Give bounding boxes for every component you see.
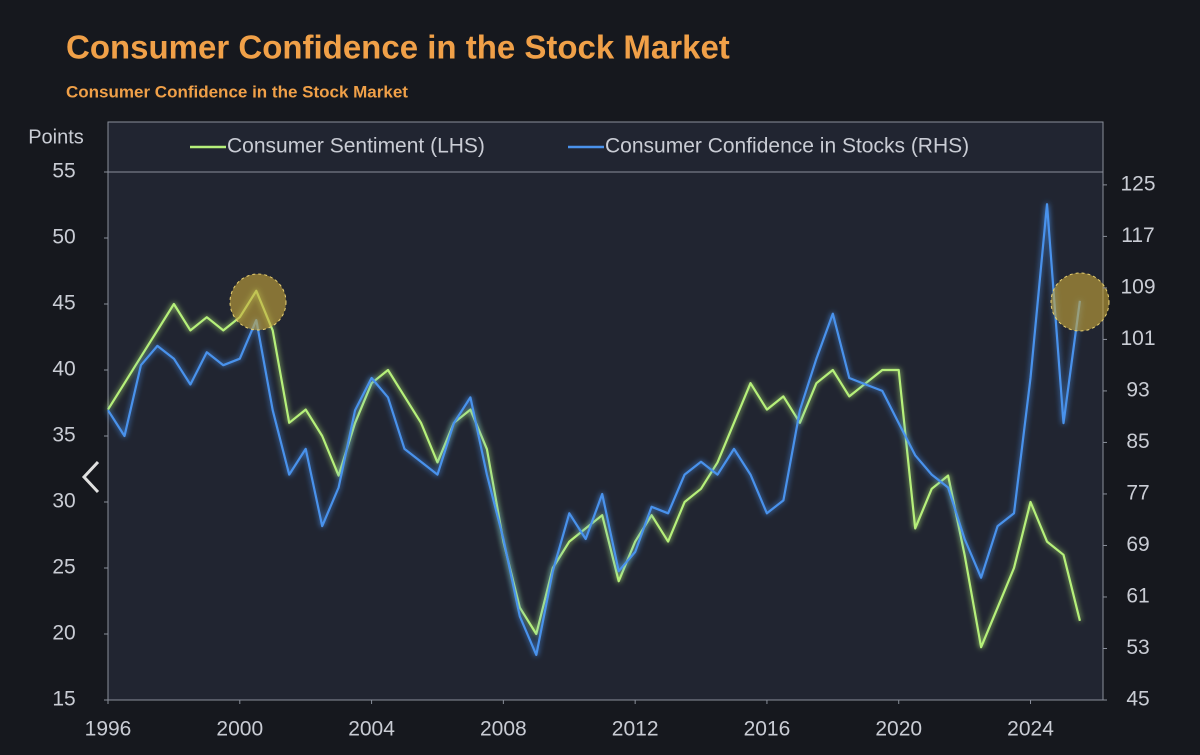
y2-tick-label: 61 — [1126, 585, 1149, 608]
y2-tick-label: 101 — [1120, 327, 1155, 350]
y-tick-label: 40 — [52, 358, 75, 381]
x-tick-label: 2020 — [875, 718, 922, 741]
y2-tick-label: 53 — [1126, 636, 1149, 659]
x-tick-label: 2024 — [1007, 718, 1054, 741]
y2-tick-label: 125 — [1120, 172, 1155, 195]
legend-label: Consumer Sentiment (LHS) — [227, 135, 485, 158]
x-tick-label: 2008 — [480, 718, 527, 741]
y-tick-label: 50 — [52, 226, 75, 249]
plot-frame — [107, 121, 1104, 701]
x-tick-label: 1996 — [85, 718, 132, 741]
series-line — [107, 203, 1081, 656]
y-tick-label: 45 — [52, 292, 75, 315]
y-tick-label: 35 — [52, 424, 75, 447]
y-axis-label: Points — [28, 126, 84, 148]
y-tick-label: 15 — [52, 688, 75, 711]
nav-arrow[interactable] — [81, 460, 100, 494]
highlight-circle — [1050, 272, 1110, 332]
x-tick-label: 2000 — [216, 718, 263, 741]
y-tick-label: 30 — [52, 490, 75, 513]
y2-tick-label: 77 — [1126, 481, 1149, 504]
x-tick-label: 2012 — [612, 718, 659, 741]
legend-label: Consumer Confidence in Stocks (RHS) — [605, 135, 969, 158]
y-tick-label: 55 — [52, 160, 75, 183]
y2-tick-label: 117 — [1121, 224, 1154, 247]
y2-tick-label: 69 — [1126, 533, 1149, 556]
y-tick-label: 25 — [52, 556, 75, 579]
y2-tick-label: 45 — [1126, 688, 1149, 711]
highlight-circle — [229, 273, 287, 331]
x-tick-label: 2004 — [348, 718, 395, 741]
x-tick-label: 2016 — [744, 718, 791, 741]
y2-tick-label: 93 — [1126, 378, 1149, 401]
chart-subtitle: Consumer Confidence in the Stock Market — [66, 82, 408, 101]
y2-tick-label: 85 — [1126, 430, 1149, 453]
chart-title: Consumer Confidence in the Stock Market — [66, 29, 730, 66]
y-tick-label: 20 — [52, 622, 75, 645]
y2-tick-label: 109 — [1120, 275, 1155, 298]
